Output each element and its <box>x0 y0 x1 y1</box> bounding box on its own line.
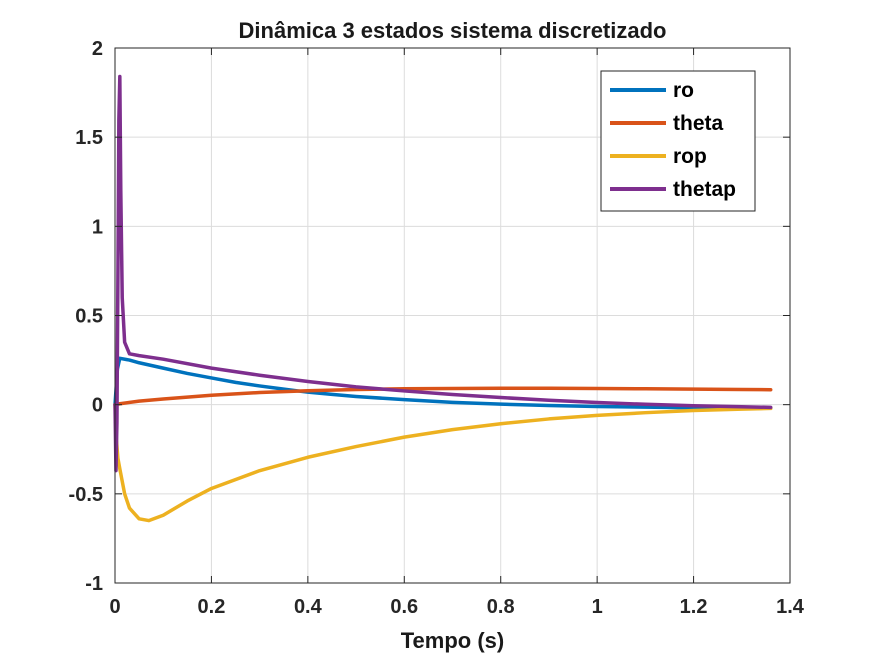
y-tick-label: 0 <box>92 395 103 417</box>
legend-label-thetap: thetap <box>673 178 736 201</box>
x-tick-label: 0.2 <box>198 596 226 618</box>
y-tick-label: -0.5 <box>69 484 103 506</box>
x-tick-label: 0.4 <box>294 596 323 618</box>
x-tick-label: 1.4 <box>776 596 805 618</box>
y-tick-label: 1 <box>92 216 103 238</box>
x-tick-label: 0 <box>109 596 120 618</box>
axes <box>114 47 791 584</box>
series-group <box>113 74 773 523</box>
x-axis-label: Tempo (s) <box>401 628 504 653</box>
y-tick-label: -1 <box>85 573 103 595</box>
series-line-thetap <box>113 74 773 473</box>
legend-label-theta: theta <box>673 112 723 135</box>
x-tick-label: 0.8 <box>487 596 515 618</box>
series-line-rop <box>113 402 773 523</box>
x-tick-label: 1.2 <box>680 596 708 618</box>
chart-title: Dinâmica 3 estados sistema discretizado <box>239 18 667 43</box>
x-tick-label: 0.6 <box>390 596 418 618</box>
legend-label-ro: ro <box>673 79 694 102</box>
y-tick-label: 2 <box>92 38 103 60</box>
tick-labels: 0 0.2 0.4 0.6 0.8 1 1.2 1.4 -1 -0.5 0 0.5 1 1.5 2 <box>69 38 805 618</box>
y-tick-label: 0.5 <box>75 306 103 328</box>
x-tick-label: 1 <box>592 596 603 618</box>
y-tick-label: 1.5 <box>75 127 103 149</box>
legend: ro theta rop thetap <box>600 70 756 212</box>
series-line-theta <box>113 386 773 407</box>
legend-label-rop: rop <box>673 145 707 168</box>
